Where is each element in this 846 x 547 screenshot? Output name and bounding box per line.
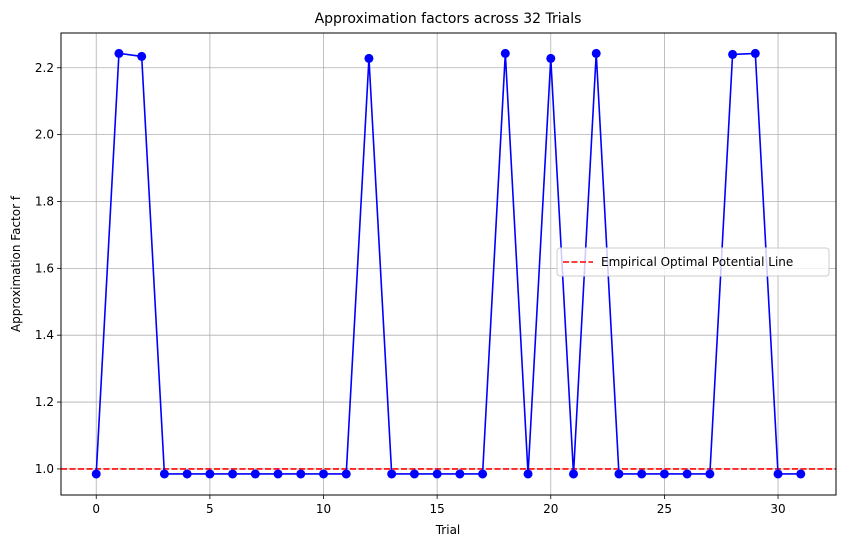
legend: Empirical Optimal Potential Line	[556, 247, 830, 277]
data-point	[228, 469, 238, 479]
y-tick-label: 1.2	[35, 395, 54, 409]
x-tick-label: 0	[92, 502, 100, 516]
data-point	[319, 469, 328, 479]
data-point	[409, 469, 419, 479]
legend-label: Empirical Optimal Potential Line	[601, 255, 793, 269]
data-point	[341, 469, 351, 479]
x-tick-label: 5	[206, 502, 214, 516]
data-point	[728, 49, 738, 59]
data-point	[91, 469, 101, 479]
x-tick-label: 20	[543, 502, 558, 516]
data-point	[682, 469, 692, 479]
data-point	[387, 469, 397, 479]
y-tick-label: 1.6	[35, 261, 54, 275]
data-point	[478, 469, 488, 479]
data-point	[455, 469, 465, 479]
data-point	[500, 48, 510, 58]
data-point	[569, 469, 578, 479]
data-point	[637, 469, 647, 479]
data-point	[273, 469, 283, 479]
x-tick-label: 10	[316, 502, 331, 516]
data-point	[796, 469, 806, 479]
data-point	[614, 469, 624, 479]
data-point	[705, 469, 715, 479]
y-tick-label: 2.2	[35, 61, 54, 75]
data-point	[205, 469, 215, 479]
data-point	[523, 469, 533, 479]
x-tick-label: 30	[770, 502, 785, 516]
x-tick-label: 25	[657, 502, 672, 516]
data-point	[182, 469, 192, 479]
y-tick-label: 1.0	[35, 462, 54, 476]
x-axis-title: Trial	[435, 523, 461, 537]
data-point	[114, 48, 124, 58]
data-point	[659, 469, 669, 479]
data-point	[364, 53, 374, 63]
data-point	[432, 469, 442, 479]
y-tick-label: 1.8	[35, 194, 54, 208]
chart-title: Approximation factors across 32 Trials	[315, 11, 582, 27]
data-point	[296, 469, 306, 479]
data-point	[250, 469, 260, 479]
data-point	[546, 53, 556, 63]
y-axis-title: Approximation Factor f	[9, 195, 23, 332]
data-point	[159, 469, 169, 479]
data-point	[591, 48, 601, 58]
data-point	[750, 48, 760, 58]
x-tick-label: 15	[429, 502, 444, 516]
plot-frame	[60, 32, 837, 496]
series-layer	[91, 48, 806, 479]
data-point	[773, 469, 783, 479]
y-tick-label: 1.4	[35, 328, 54, 342]
x-axis-ticks: 0 5 10 15 20 25 30	[92, 495, 786, 516]
data-point	[137, 51, 147, 61]
legend-box	[556, 247, 830, 277]
y-axis-ticks: 1.0 1.2 1.4 1.6 1.8 2.0 2.2	[35, 61, 61, 476]
y-tick-label: 2.0	[35, 128, 54, 142]
